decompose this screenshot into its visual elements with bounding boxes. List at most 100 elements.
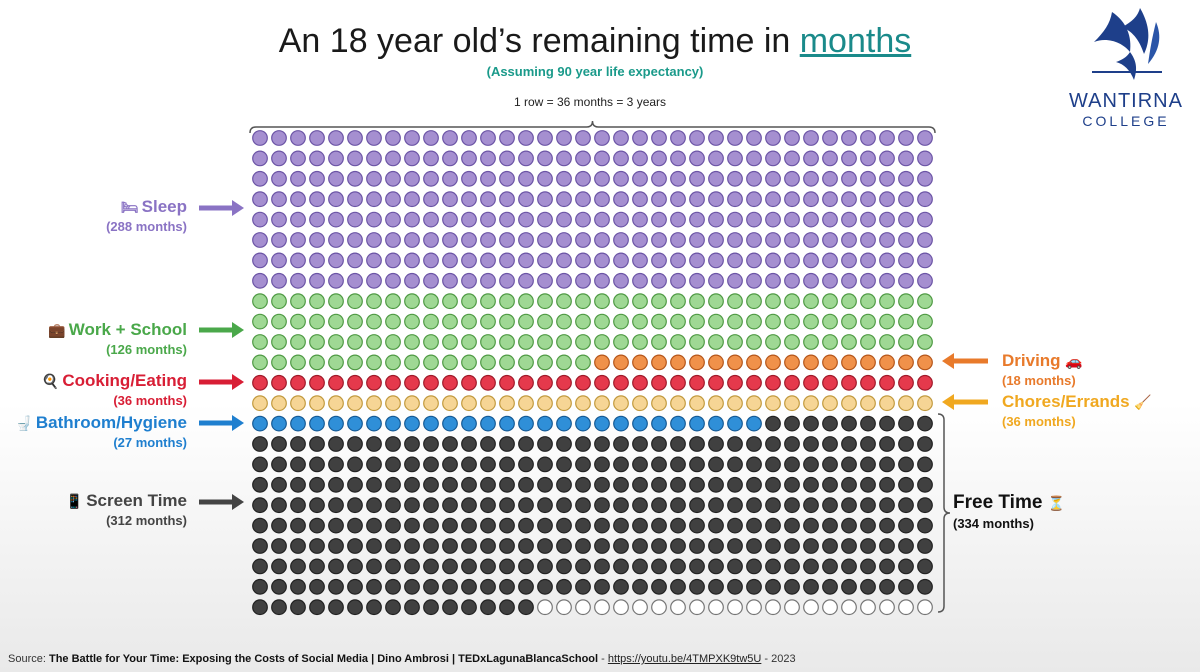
- month-dot-work-school: [651, 334, 667, 350]
- month-dot-work-school: [860, 334, 876, 350]
- month-dot-work-school: [556, 334, 572, 350]
- month-dot-screen-time: [328, 599, 344, 616]
- month-dot-chores-errands: [689, 395, 705, 412]
- month-dot-screen-time: [385, 476, 401, 493]
- month-dot-sleep: [499, 170, 515, 187]
- month-dot-screen-time: [442, 436, 458, 452]
- month-dot-bathroom-hygiene: [328, 415, 344, 432]
- month-dot-work-school: [518, 293, 534, 310]
- month-dot-sleep: [309, 252, 325, 269]
- month-dot-work-school: [271, 293, 287, 310]
- month-dot-sleep: [404, 211, 420, 228]
- month-dot-sleep: [404, 232, 420, 248]
- month-dot-chores-errands: [898, 395, 914, 412]
- month-dot-screen-time: [879, 578, 895, 595]
- month-dot-sleep: [556, 252, 572, 269]
- month-dot-work-school: [689, 334, 705, 350]
- month-dot-work-school: [328, 293, 344, 310]
- month-dot-bathroom-hygiene: [651, 415, 667, 432]
- month-dot-sleep: [271, 130, 287, 146]
- month-dot-screen-time: [575, 578, 591, 595]
- month-dot-work-school: [423, 313, 439, 330]
- month-dot-screen-time: [347, 517, 363, 534]
- month-dot-cooking-eating: [385, 374, 401, 391]
- month-dot-sleep: [670, 252, 686, 269]
- month-dot-work-school: [670, 334, 686, 350]
- month-dot-sleep: [727, 232, 743, 248]
- footer-link[interactable]: https://youtu.be/4TMPXK9tw5U: [607, 653, 762, 665]
- month-dot-sleep: [765, 252, 781, 269]
- month-dot-chores-errands: [328, 395, 344, 412]
- month-dot-screen-time: [385, 599, 401, 616]
- month-dot-screen-time: [518, 497, 534, 514]
- month-dot-work-school: [366, 293, 382, 310]
- month-dot-work-school: [385, 354, 401, 371]
- month-dot-sleep: [385, 191, 401, 208]
- month-dot-screen-time: [385, 497, 401, 514]
- month-dot-screen-time: [803, 558, 819, 575]
- month-dot-screen-time: [613, 476, 629, 493]
- month-dot-sleep: [309, 272, 325, 289]
- month-dot-sleep: [917, 211, 933, 228]
- month-dot-work-school: [822, 334, 838, 350]
- month-dot-work-school: [632, 313, 648, 330]
- month-dot-work-school: [632, 293, 648, 310]
- month-dot-work-school: [594, 334, 610, 350]
- month-dot-work-school: [784, 313, 800, 330]
- month-dot-sleep: [328, 191, 344, 208]
- label-free-months: (334 months): [953, 516, 1034, 531]
- month-dot-sleep: [442, 191, 458, 208]
- month-dot-sleep: [442, 170, 458, 187]
- month-dot-screen-time: [252, 436, 268, 452]
- month-dot-cooking-eating: [803, 374, 819, 391]
- month-dot-work-school: [499, 354, 515, 371]
- month-dot-sleep: [518, 150, 534, 167]
- month-dot-sleep: [366, 150, 382, 167]
- month-dot-sleep: [784, 130, 800, 146]
- footer-year: - 2023: [764, 653, 796, 665]
- month-dot-screen-time: [271, 497, 287, 514]
- month-dot-chores-errands: [632, 395, 648, 412]
- month-dot-sleep: [670, 211, 686, 228]
- month-dot-work-school: [518, 334, 534, 350]
- month-dot-work-school: [689, 313, 705, 330]
- month-dot-sleep: [670, 232, 686, 248]
- month-dot-sleep: [385, 232, 401, 248]
- month-dot-screen-time: [575, 538, 591, 554]
- month-dot-screen-time: [461, 436, 477, 452]
- month-dot-bathroom-hygiene: [499, 415, 515, 432]
- broom-icon: 🧹: [1134, 394, 1152, 410]
- month-dot-sleep: [537, 150, 553, 167]
- month-dot-sleep: [290, 150, 306, 167]
- month-dot-sleep: [385, 150, 401, 167]
- month-dot-screen-time: [537, 558, 553, 575]
- month-dot-screen-time: [404, 599, 420, 616]
- month-dot-screen-time: [860, 476, 876, 493]
- month-dot-sleep: [442, 252, 458, 269]
- month-dot-work-school: [765, 334, 781, 350]
- month-dot-screen-time: [518, 558, 534, 575]
- month-dot-sleep: [423, 191, 439, 208]
- month-dot-sleep: [461, 191, 477, 208]
- month-dot-cooking-eating: [822, 374, 838, 391]
- month-dot-screen-time: [423, 578, 439, 595]
- month-dot-sleep: [632, 130, 648, 146]
- month-dot-sleep: [366, 272, 382, 289]
- month-dot-remaining: [708, 599, 724, 616]
- label-work-months: (126 months): [106, 342, 187, 357]
- month-dot-sleep: [271, 191, 287, 208]
- month-dot-work-school: [461, 334, 477, 350]
- month-dot-screen-time: [727, 578, 743, 595]
- month-dot-work-school: [480, 293, 496, 310]
- month-dot-screen-time: [879, 517, 895, 534]
- month-dot-bathroom-hygiene: [746, 415, 762, 432]
- month-dot-work-school: [727, 293, 743, 310]
- month-dot-bathroom-hygiene: [366, 415, 382, 432]
- month-dot-sleep: [461, 252, 477, 269]
- month-dot-work-school: [347, 334, 363, 350]
- month-dot-sleep: [423, 150, 439, 167]
- month-dot-cooking-eating: [898, 374, 914, 391]
- month-dot-screen-time: [746, 578, 762, 595]
- month-dot-bathroom-hygiene: [271, 415, 287, 432]
- month-dot-sleep: [727, 150, 743, 167]
